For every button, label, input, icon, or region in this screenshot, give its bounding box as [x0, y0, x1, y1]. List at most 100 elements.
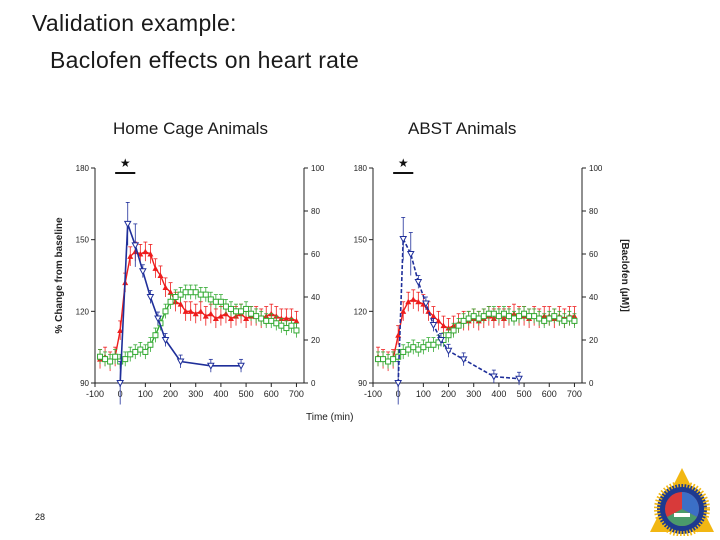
data-point [399, 235, 408, 243]
data-point [480, 313, 487, 320]
significance-star: ★ [120, 156, 131, 170]
data-point [429, 321, 438, 329]
data-point [243, 315, 250, 321]
data-point [97, 353, 104, 360]
data-point [147, 251, 154, 257]
series-green [375, 306, 578, 369]
data-point [385, 358, 392, 365]
data-point [440, 322, 447, 329]
y2-tick-label: 60 [311, 250, 320, 259]
data-point [248, 310, 255, 317]
y2-tick-label: 80 [589, 207, 598, 216]
data-point [414, 278, 423, 286]
data-point [263, 317, 270, 324]
data-point [410, 296, 417, 302]
data-point [192, 310, 199, 317]
data-point [415, 346, 422, 353]
data-point [278, 322, 285, 329]
data-point [405, 346, 412, 353]
logo-segment-blue [682, 492, 699, 517]
data-point [420, 344, 427, 351]
data-point [237, 362, 245, 370]
data-point [500, 310, 507, 317]
data-point [395, 332, 402, 338]
x-axis-label: Time (min) [306, 412, 354, 423]
data-point [459, 356, 468, 364]
data-point [139, 268, 147, 276]
data-point [238, 308, 245, 315]
data-point [283, 325, 290, 332]
data-point [375, 356, 382, 363]
data-point [505, 313, 512, 320]
data-point [430, 341, 437, 348]
data-point [546, 315, 553, 322]
chart-panel-1: -100010020030040050060070090120150180020… [54, 156, 325, 405]
data-point [380, 356, 387, 363]
data-point [137, 346, 144, 353]
data-point [112, 353, 119, 360]
data-point [571, 317, 578, 324]
data-point [192, 289, 199, 296]
data-point [273, 320, 280, 327]
x-tick-label: 700 [289, 389, 304, 399]
x-tick-label: 500 [239, 389, 254, 399]
x-tick-label: 300 [188, 389, 203, 399]
data-point [422, 300, 430, 308]
data-point [405, 298, 412, 305]
data-point [258, 315, 265, 322]
data-point [293, 327, 300, 334]
series-red [375, 289, 578, 372]
series-green [97, 284, 300, 369]
series-blue [394, 217, 523, 405]
data-point [217, 313, 224, 319]
data-point [406, 251, 415, 259]
data-point [207, 310, 214, 317]
data-point [556, 315, 563, 322]
data-point [490, 373, 498, 381]
data-point [293, 317, 300, 324]
y-tick-label: 90 [358, 379, 367, 388]
x-tick-label: 200 [441, 389, 456, 399]
y-tick-label: 120 [354, 307, 368, 316]
data-point [222, 303, 229, 310]
data-point [437, 337, 445, 345]
data-point [154, 315, 162, 323]
x-tick-label: 100 [416, 389, 431, 399]
data-point [123, 220, 132, 228]
data-point [202, 291, 209, 298]
panel-title-abst: ABST Animals [408, 119, 517, 138]
y2-tick-label: 100 [311, 164, 325, 173]
data-point [117, 327, 124, 333]
data-point [288, 322, 295, 329]
panel-title-home-cage: Home Cage Animals [113, 119, 268, 138]
data-point [172, 294, 179, 300]
data-point [176, 358, 185, 366]
series-line [119, 223, 241, 384]
data-point [395, 353, 402, 360]
data-point [187, 289, 194, 296]
data-point [445, 332, 452, 339]
data-point [131, 242, 140, 250]
data-point [202, 313, 209, 319]
data-point [142, 348, 149, 355]
data-point [142, 248, 149, 255]
x-tick-label: 600 [542, 389, 557, 399]
y2-tick-label: 40 [311, 293, 320, 302]
society-logo [650, 468, 714, 536]
data-point [127, 351, 134, 358]
data-point [116, 380, 125, 388]
data-point [561, 317, 568, 324]
data-point [161, 337, 170, 345]
data-point [536, 315, 543, 322]
x-tick-label: 400 [213, 389, 228, 399]
data-point [182, 289, 189, 296]
data-point [233, 308, 240, 315]
data-point [157, 272, 164, 278]
data-point [400, 308, 407, 314]
data-point [212, 315, 219, 321]
x-tick-label: 600 [264, 389, 279, 399]
y2-tick-label: 80 [311, 207, 320, 216]
data-point [455, 322, 462, 329]
data-point [127, 253, 134, 259]
